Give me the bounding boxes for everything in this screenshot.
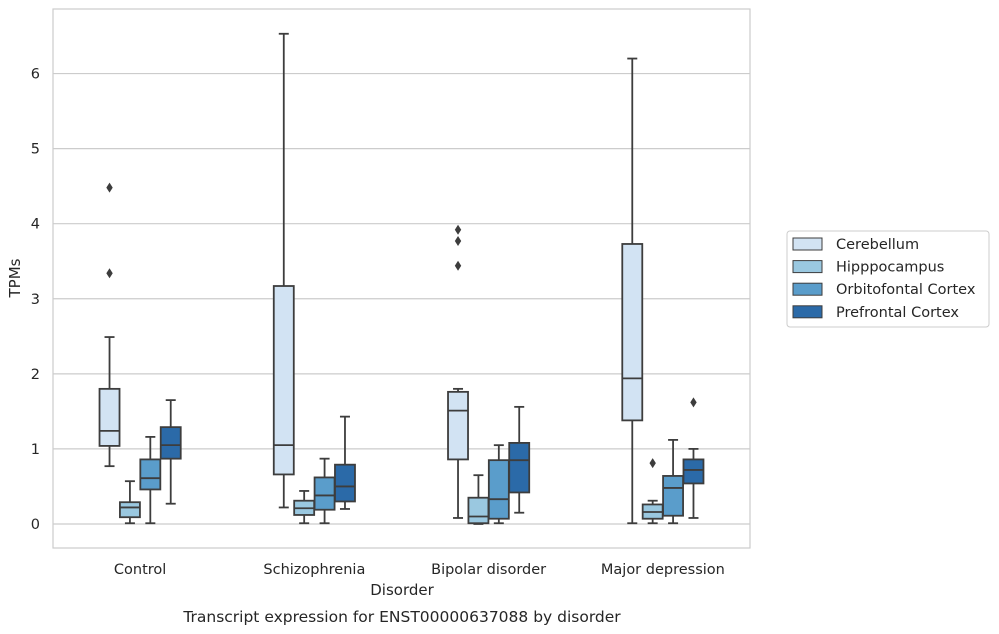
- box-0-0: [98, 182, 121, 468]
- legend-label: Cerebellum: [836, 237, 919, 253]
- outlier-point: [106, 268, 113, 279]
- outlier-point: [454, 260, 462, 271]
- outlier-point: [454, 224, 462, 235]
- box-iqr: [139, 458, 162, 491]
- legend-label: Prefrontal Cortex: [836, 305, 959, 321]
- legend-swatch: [792, 237, 823, 251]
- box-0-3: [621, 57, 644, 525]
- box-1-1: [293, 490, 316, 525]
- box-3-1: [334, 415, 356, 510]
- outlier-point: [454, 235, 462, 246]
- y-tick-label: 0: [31, 517, 40, 533]
- box-2-2: [487, 444, 510, 525]
- box-iqr: [98, 387, 121, 447]
- box-iqr: [159, 426, 182, 460]
- box-iqr: [621, 243, 644, 422]
- y-tick-label: 1: [31, 442, 40, 458]
- x-axis-title: Disorder: [370, 581, 434, 599]
- legend-swatch: [792, 305, 823, 319]
- y-tick-label: 4: [31, 217, 40, 233]
- box-2-3: [662, 438, 684, 525]
- box-2-1: [313, 457, 336, 525]
- x-tick-label: Schizophrenia: [263, 562, 365, 578]
- x-tick-label: Bipolar disorder: [431, 562, 546, 578]
- legend-label: Hipppocampus: [836, 260, 944, 276]
- y-tick-labels: 0 1 2 3 4 5 6: [31, 67, 40, 533]
- box-iqr: [313, 476, 336, 511]
- legend-swatch: [792, 282, 823, 296]
- legend-frame: [786, 230, 990, 328]
- x-tick-label: Control: [114, 562, 166, 578]
- y-axis-title: TPMs: [6, 258, 24, 298]
- box-iqr: [334, 463, 356, 503]
- x-tick-label: Major depression: [601, 562, 725, 578]
- y-tick-label: 3: [31, 292, 40, 308]
- box-0-1: [272, 32, 295, 509]
- box-iqr: [487, 459, 510, 520]
- figure-caption: Transcript expression for ENST0000063708…: [182, 608, 621, 626]
- outlier-point: [649, 458, 656, 469]
- box-3-0: [159, 399, 182, 505]
- box-3-3: [682, 397, 705, 519]
- box-iqr: [662, 475, 684, 517]
- x-tick-labels: Control Schizophrenia Bipolar disorder Majo…: [114, 562, 725, 578]
- outlier-point: [690, 397, 697, 408]
- box-iqr: [119, 501, 141, 519]
- box-iqr: [508, 442, 531, 494]
- legend: Cerebellum Hipppocampus Orbitofontal Corte…: [786, 230, 990, 328]
- box-1-0: [119, 480, 141, 525]
- legend-swatch: [792, 260, 823, 274]
- gridlines: [53, 72, 750, 525]
- y-tick-label: 5: [31, 142, 40, 158]
- plot-frame: [52, 8, 751, 549]
- y-tick-label: 2: [31, 367, 40, 383]
- box-iqr: [447, 390, 469, 461]
- box-iqr: [467, 496, 490, 525]
- y-tick-label: 6: [31, 67, 40, 83]
- box-2-0: [139, 435, 162, 525]
- box-iqr: [272, 285, 295, 476]
- legend-label: Orbitofontal Cortex: [836, 282, 976, 298]
- outlier-point: [106, 182, 113, 193]
- box-1-3: [641, 458, 664, 525]
- box-3-2: [508, 405, 531, 514]
- box-0-2: [447, 224, 469, 519]
- box-1-2: [467, 474, 490, 525]
- plot-boxes: [98, 32, 705, 525]
- box-iqr: [682, 458, 705, 485]
